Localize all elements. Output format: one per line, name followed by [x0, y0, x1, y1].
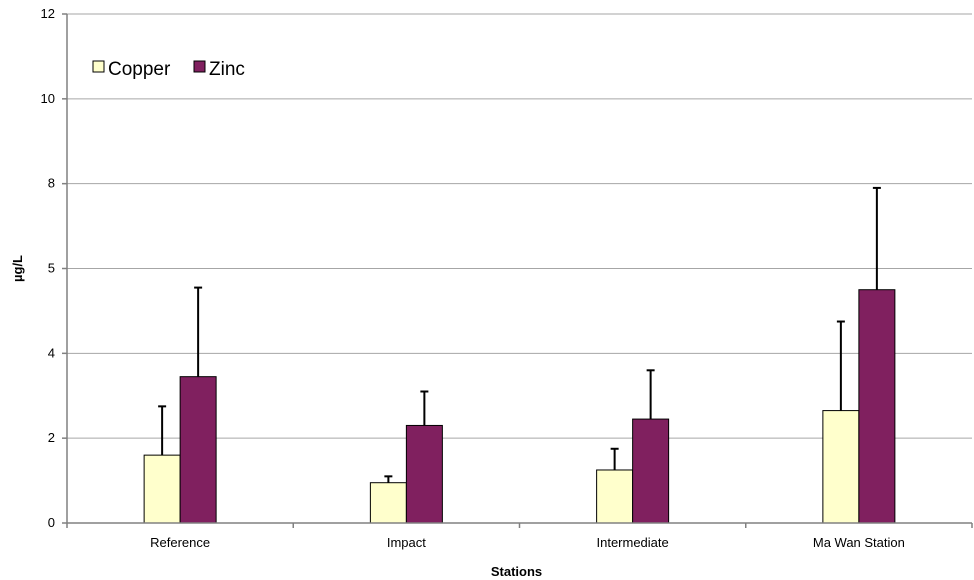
bar-zinc [405, 424, 443, 524]
y-tick-label: 8 [48, 176, 55, 191]
y-tick-label: 0 [48, 515, 55, 530]
bar-zinc [858, 289, 896, 524]
y-tick-label: 5 [48, 261, 55, 276]
x-tick-label: Ma Wan Station [813, 535, 905, 550]
x-tick-label: Reference [150, 535, 210, 550]
y-tick-label: 4 [48, 345, 55, 360]
bar-copper [143, 454, 181, 524]
y-tick-label: 2 [48, 430, 55, 445]
y-tick-label: 10 [41, 91, 55, 106]
legend-label: Zinc [209, 59, 245, 80]
x-tick-label: Intermediate [596, 535, 668, 550]
y-tick-label: 12 [41, 6, 55, 21]
legend-swatch [92, 60, 105, 73]
bar-zinc [179, 376, 217, 524]
x-tick-label: Impact [387, 535, 426, 550]
y-axis-title: µg/L [10, 255, 25, 282]
axes [62, 13, 973, 528]
legend-item-copper: Copper [92, 59, 171, 80]
bar-copper [822, 410, 860, 524]
legend-item-zinc: Zinc [193, 59, 245, 80]
x-axis-title: Stations [491, 564, 542, 579]
legend-label: Copper [108, 59, 171, 80]
bar-zinc [632, 418, 670, 524]
legend: Copper Zinc [92, 59, 245, 80]
bar-copper [596, 469, 634, 524]
legend-swatch [193, 60, 206, 73]
bars [143, 186, 896, 524]
gridlines [67, 13, 972, 439]
bar-copper [369, 482, 407, 524]
tick-labels: 0 2 4 5 8 10 12 Reference Impact Intermediate Ma W… [41, 6, 905, 550]
